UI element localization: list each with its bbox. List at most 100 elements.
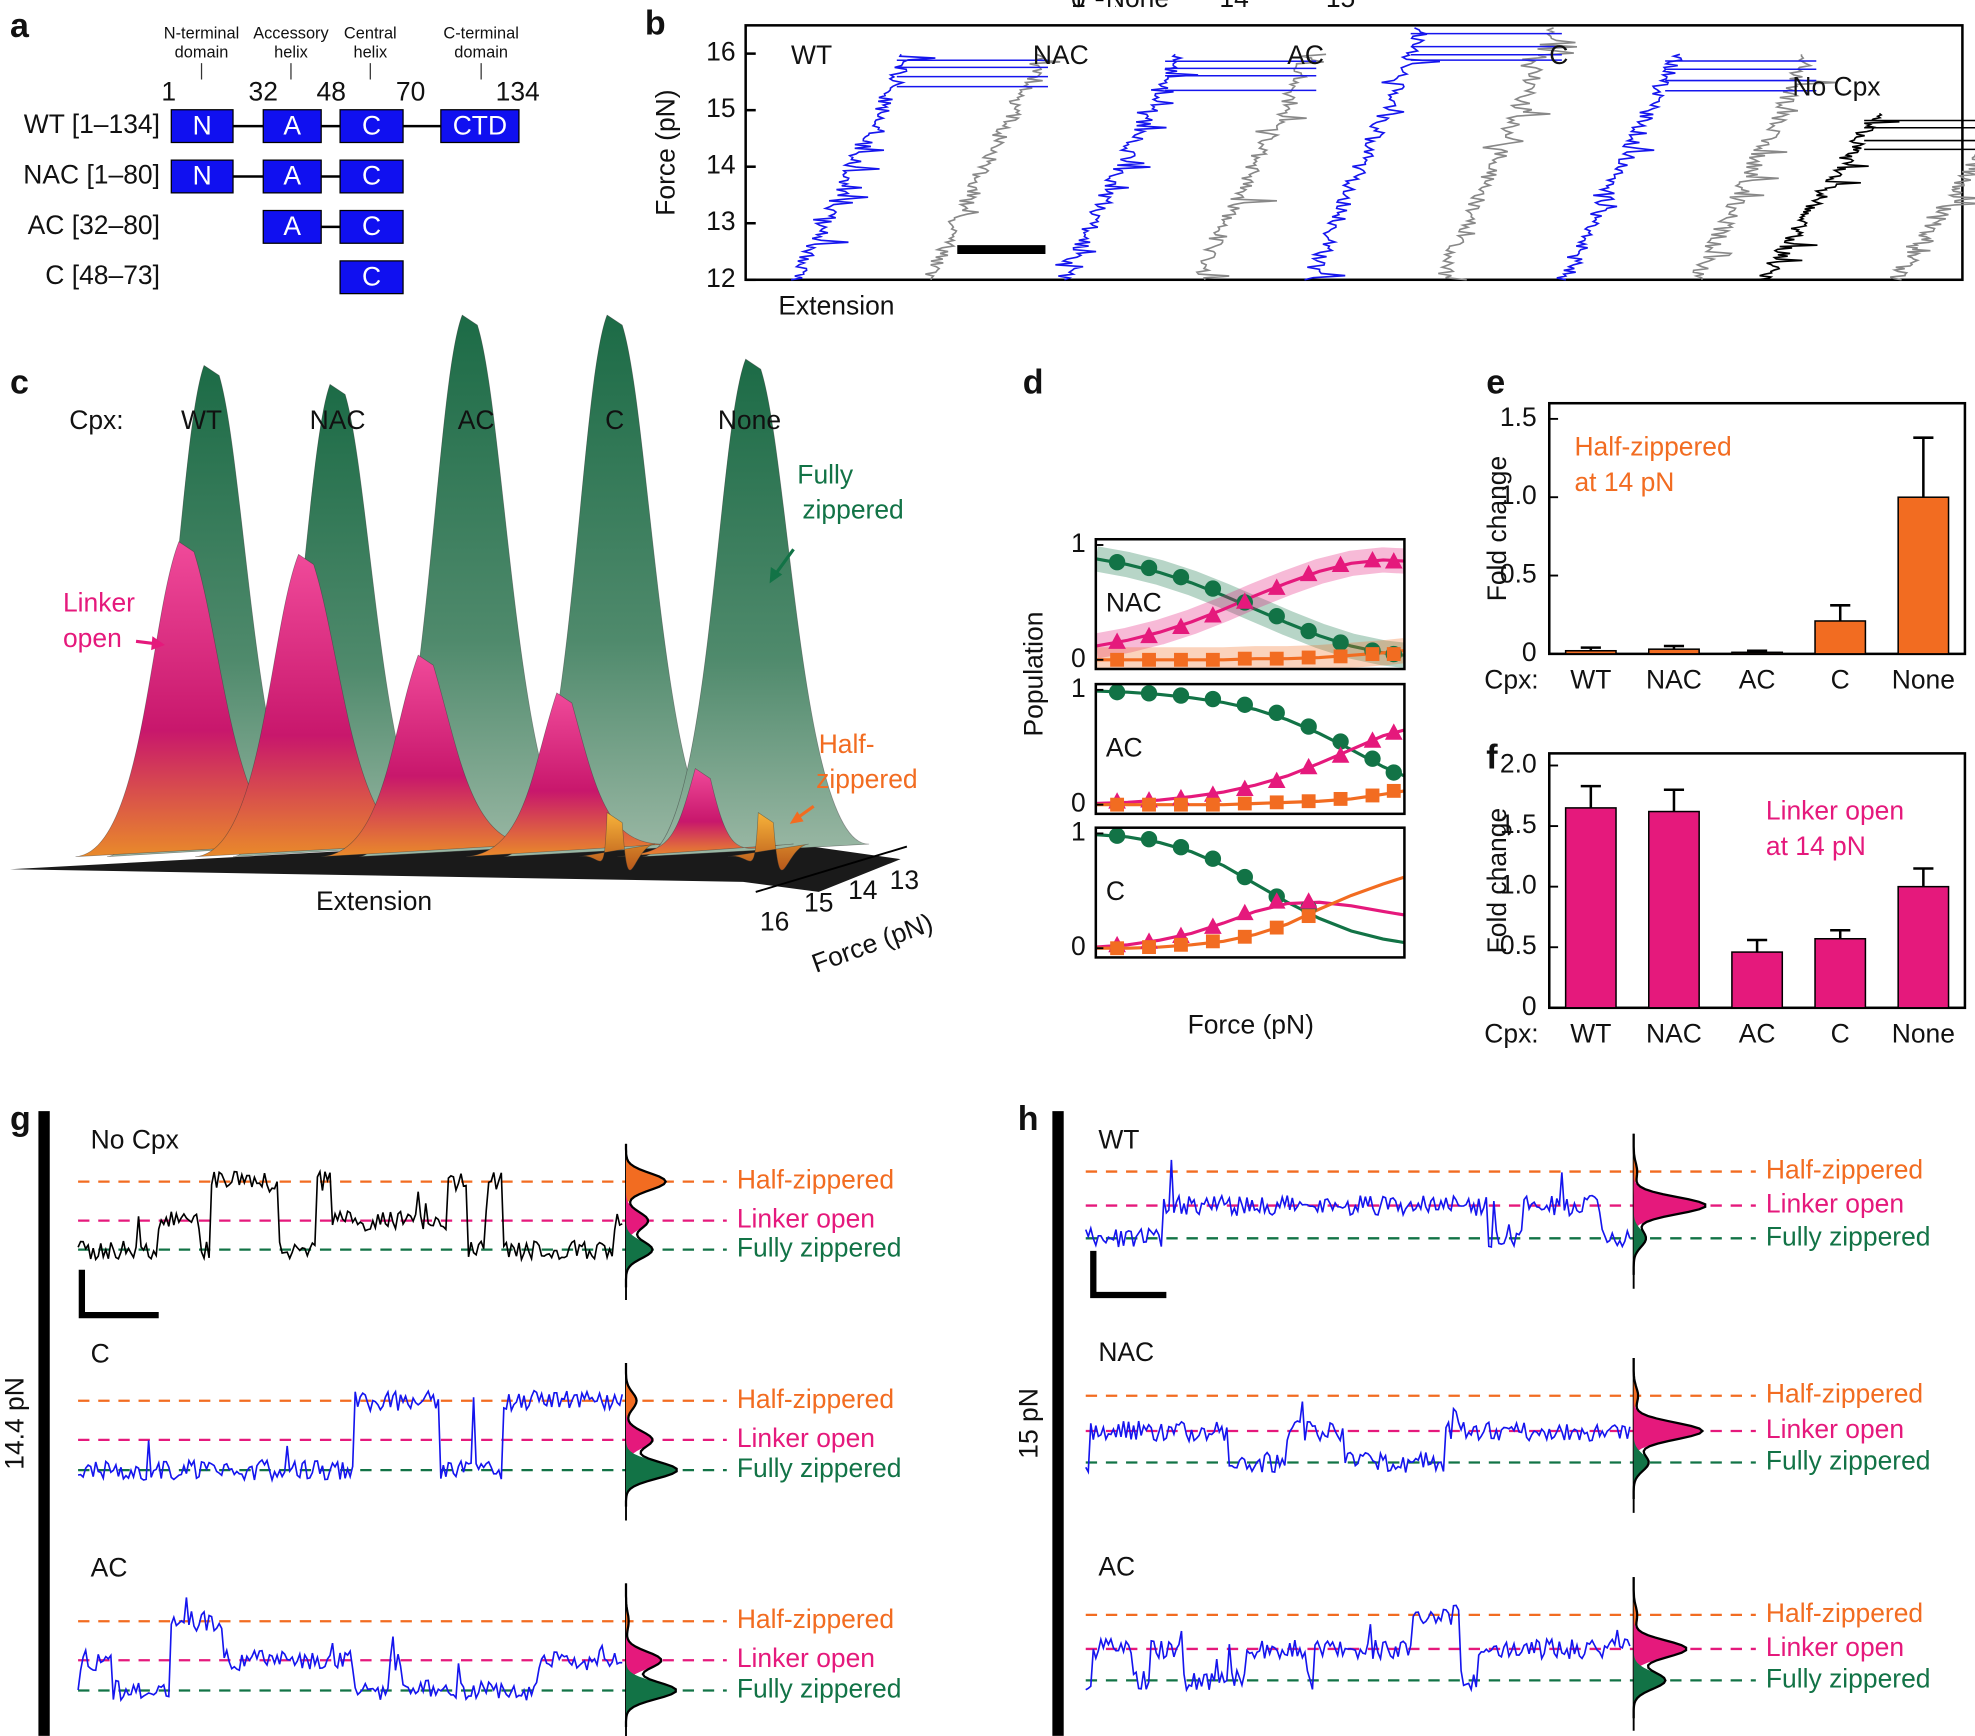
state-label: Fully zippered — [737, 1233, 902, 1263]
force-label: 15 pN — [1013, 1388, 1043, 1459]
construct-name: AC [32–80] — [28, 210, 160, 240]
annotation: Linker open — [1766, 796, 1904, 826]
residue-number: 134 — [496, 76, 540, 106]
state-label: Linker open — [737, 1423, 875, 1453]
subplot-label: AC — [1106, 733, 1143, 763]
extension-trace — [1085, 1604, 1631, 1693]
histogram-outline — [624, 1363, 678, 1507]
domain-box — [339, 260, 404, 295]
domain-box — [170, 109, 234, 144]
data-point — [1142, 940, 1156, 955]
data-point — [1205, 934, 1220, 949]
plot-frame — [1094, 537, 1406, 671]
data-point — [1204, 580, 1222, 597]
condition-label: WT — [791, 40, 832, 70]
data-point — [1386, 783, 1401, 798]
state-label: Half-zippered — [1766, 1379, 1923, 1409]
bar — [1731, 651, 1784, 655]
force-tick-label: 13 — [890, 865, 919, 895]
annotation: Half-zippered — [1574, 432, 1731, 462]
domain-label: Central — [344, 24, 397, 42]
data-point — [1205, 652, 1220, 667]
relaxation-trace — [1889, 154, 1975, 281]
domain-box — [339, 209, 404, 244]
x-tick-label: 13 — [1113, 0, 1142, 13]
data-point — [1333, 649, 1348, 664]
data-point — [1333, 791, 1348, 806]
domain-box — [440, 109, 520, 144]
state-label: zippered — [816, 764, 917, 794]
data-point — [1268, 704, 1285, 721]
data-point — [1269, 920, 1284, 935]
state-histogram — [626, 1363, 637, 1508]
condition-label: No Cpx — [1792, 71, 1880, 101]
domain-label: helix — [353, 43, 387, 61]
y-axis-label: Fold change — [1482, 456, 1512, 602]
trace-label: No Cpx — [91, 1124, 179, 1154]
data-point — [1267, 771, 1286, 788]
x-axis-prefix: Cpx: — [1484, 1019, 1538, 1049]
half-zippered-peak — [727, 812, 809, 871]
histogram-outline — [624, 1583, 677, 1728]
data-point — [1206, 0, 1220, 14]
trace-label: C — [91, 1338, 110, 1368]
data-point — [1110, 941, 1125, 956]
data-point — [1235, 592, 1254, 609]
state-histogram — [626, 1583, 661, 1729]
bar — [1564, 649, 1617, 655]
data-point — [1363, 550, 1382, 568]
data-point — [1301, 909, 1316, 924]
extension-trace — [77, 1389, 624, 1484]
data-point — [1385, 764, 1402, 781]
plot-frame — [1094, 682, 1406, 816]
histogram-outline — [1632, 1577, 1688, 1719]
data-point — [1363, 731, 1382, 748]
data-point — [1172, 617, 1190, 634]
state-histogram — [1633, 1357, 1649, 1501]
data-point — [1140, 685, 1158, 702]
state-label: Half-zippered — [1766, 1598, 1923, 1628]
data-point — [1140, 830, 1158, 848]
pulling-trace — [1556, 53, 1683, 281]
data-point — [1331, 555, 1350, 572]
y-tick-label: 14 — [706, 150, 735, 180]
y-axis-label: Fold change — [1482, 808, 1512, 954]
x-tick-label: AC — [1739, 1019, 1776, 1049]
state-histogram — [626, 1363, 653, 1508]
bar — [1897, 885, 1950, 1009]
panel-letter: d — [1023, 363, 1044, 401]
data-point — [1384, 552, 1403, 569]
data-point — [1386, 647, 1401, 661]
trace-label: WT — [1098, 1124, 1139, 1154]
data-point — [1301, 794, 1316, 809]
domain-letter: C — [362, 211, 381, 241]
x-axis-label: Extension — [778, 290, 894, 320]
data-point — [1204, 850, 1222, 867]
panel-letter: g — [10, 1100, 31, 1138]
data-point — [1332, 634, 1349, 651]
data-point — [1299, 757, 1318, 775]
pulling-trace — [1304, 27, 1440, 281]
column-label: WT — [181, 405, 222, 435]
half-zippered-peak — [579, 812, 656, 871]
plot-frame — [744, 24, 1964, 282]
data-point — [1237, 651, 1252, 666]
state-label: Linker — [63, 588, 135, 618]
trace-label: NAC — [1098, 1337, 1154, 1367]
data-point — [1140, 559, 1158, 577]
y-tick-label: 15 — [706, 93, 735, 123]
state-label: Linker open — [1766, 1189, 1904, 1219]
state-label: Fully zippered — [1766, 1663, 1931, 1693]
y-tick-label: 0.5 — [1500, 559, 1537, 589]
data-point — [1204, 785, 1222, 802]
x-tick-label: 14 — [1219, 0, 1248, 13]
data-point — [1300, 622, 1317, 640]
state-label: Linker open — [1766, 1414, 1904, 1444]
trace-label: AC — [1098, 1551, 1135, 1581]
data-point — [1110, 797, 1125, 812]
y-tick-label: 0 — [1071, 0, 1086, 13]
extension-trace — [77, 1168, 623, 1263]
panel-letter: h — [1018, 1100, 1039, 1138]
extension-trace — [77, 1597, 623, 1703]
y-tick-label: 1 — [1071, 0, 1086, 13]
